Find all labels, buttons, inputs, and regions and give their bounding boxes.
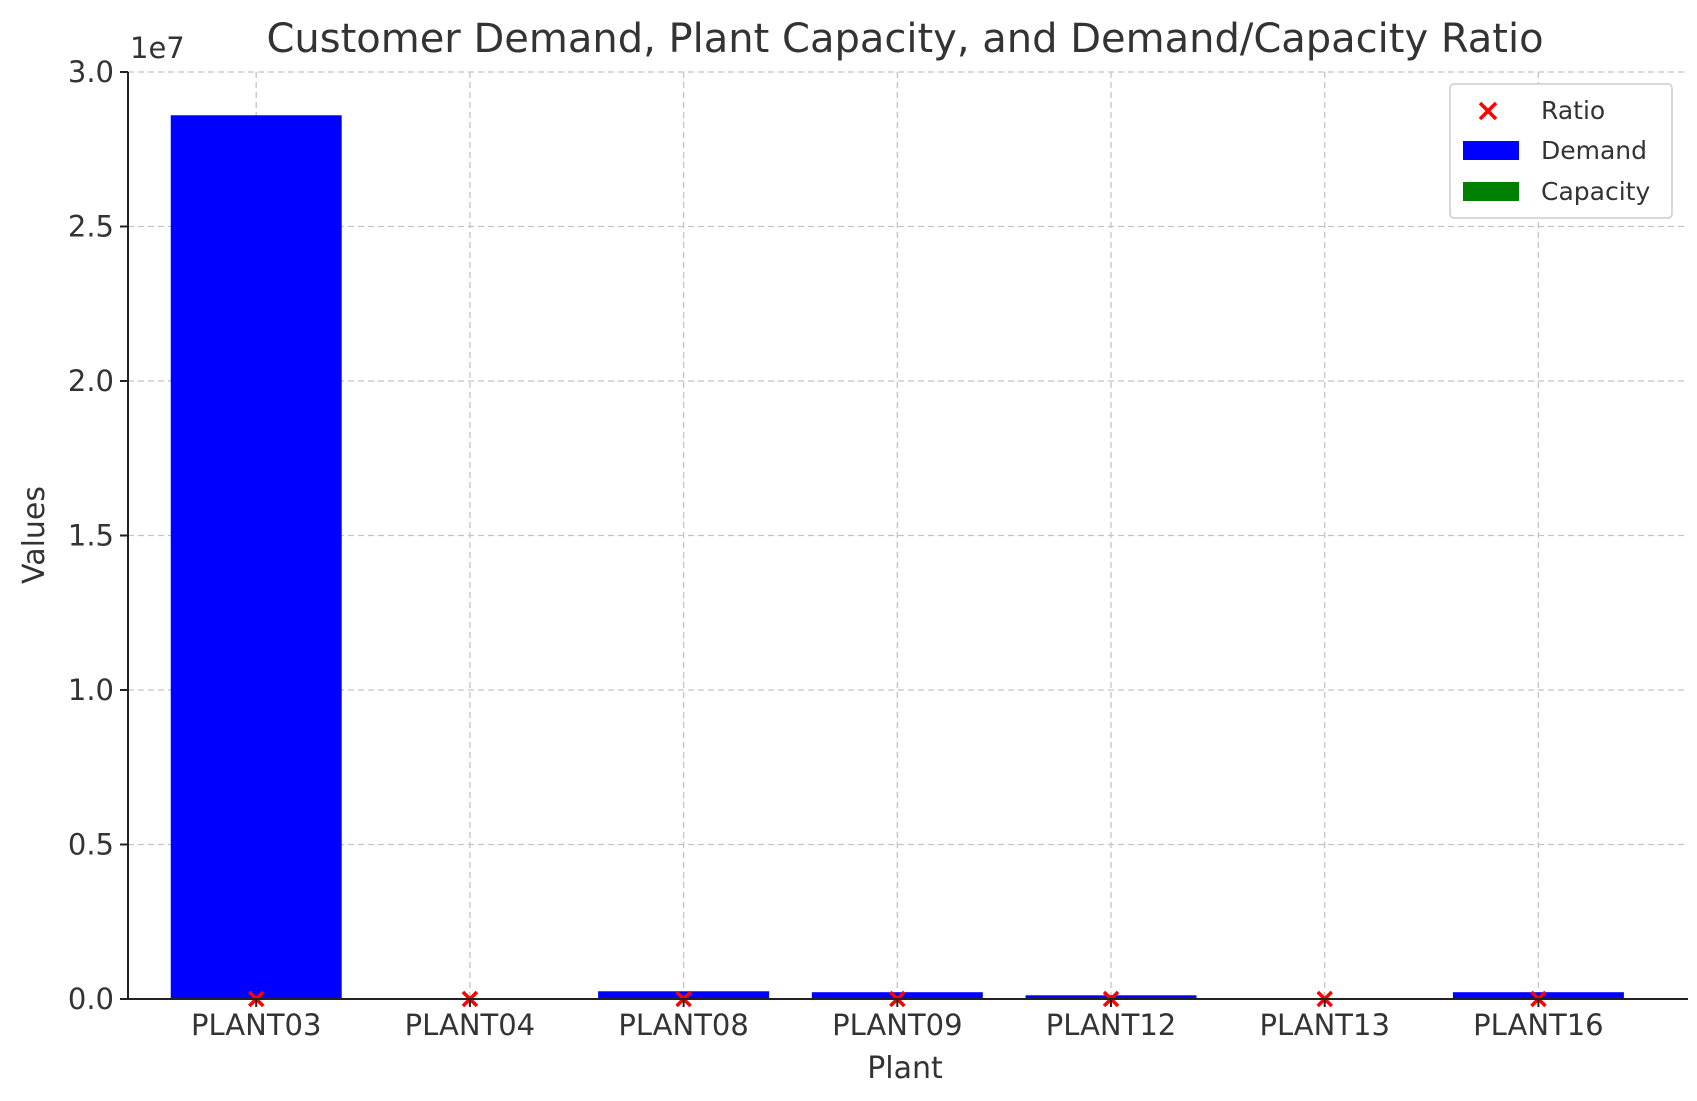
legend-label-capacity: Capacity	[1541, 177, 1650, 206]
x-tick-label: PLANT09	[832, 1008, 962, 1042]
y-tick-label: 2.5	[68, 210, 114, 244]
x-tick-label: PLANT16	[1473, 1008, 1603, 1042]
legend-ratio-icon	[1478, 101, 1498, 121]
legend-capacity-swatch	[1463, 182, 1519, 201]
legend-demand-swatch	[1463, 141, 1519, 160]
y-axis-label: Values	[17, 486, 52, 584]
y-tick-label: 1.5	[68, 519, 114, 553]
y-offset-label: 1e7	[130, 31, 185, 65]
x-tick-label: PLANT04	[405, 1008, 535, 1042]
y-tick-label: 0.5	[68, 828, 114, 862]
y-tick-label: 0.0	[68, 982, 114, 1016]
demand-bar	[598, 991, 770, 999]
x-tick-label: PLANT08	[618, 1008, 748, 1042]
chart-title: Customer Demand, Plant Capacity, and Dem…	[266, 16, 1543, 62]
tick-labels: 0.0 0.5 1.0 1.5 2.0 2.5 3.0 PLANT03 PLANT04 PLANT…	[68, 55, 1604, 1042]
x-tick-label: PLANT13	[1259, 1008, 1389, 1042]
demand-bar	[170, 115, 342, 999]
demand-bar	[1452, 992, 1624, 999]
y-tick-label: 3.0	[68, 55, 114, 89]
grid-lines	[128, 71, 1688, 1000]
y-tick-label: 1.0	[68, 673, 114, 707]
legend: Ratio Demand Capacity	[1449, 83, 1673, 219]
legend-label-demand: Demand	[1541, 136, 1647, 165]
x-tick-label: PLANT12	[1046, 1008, 1176, 1042]
y-tick-label: 2.0	[68, 364, 114, 398]
axes	[120, 71, 1688, 1007]
x-tick-label: PLANT03	[191, 1008, 321, 1042]
x-axis-label: Plant	[867, 1051, 943, 1086]
legend-label-ratio: Ratio	[1541, 96, 1605, 125]
bars	[170, 115, 1624, 999]
demand-bar	[811, 992, 983, 999]
